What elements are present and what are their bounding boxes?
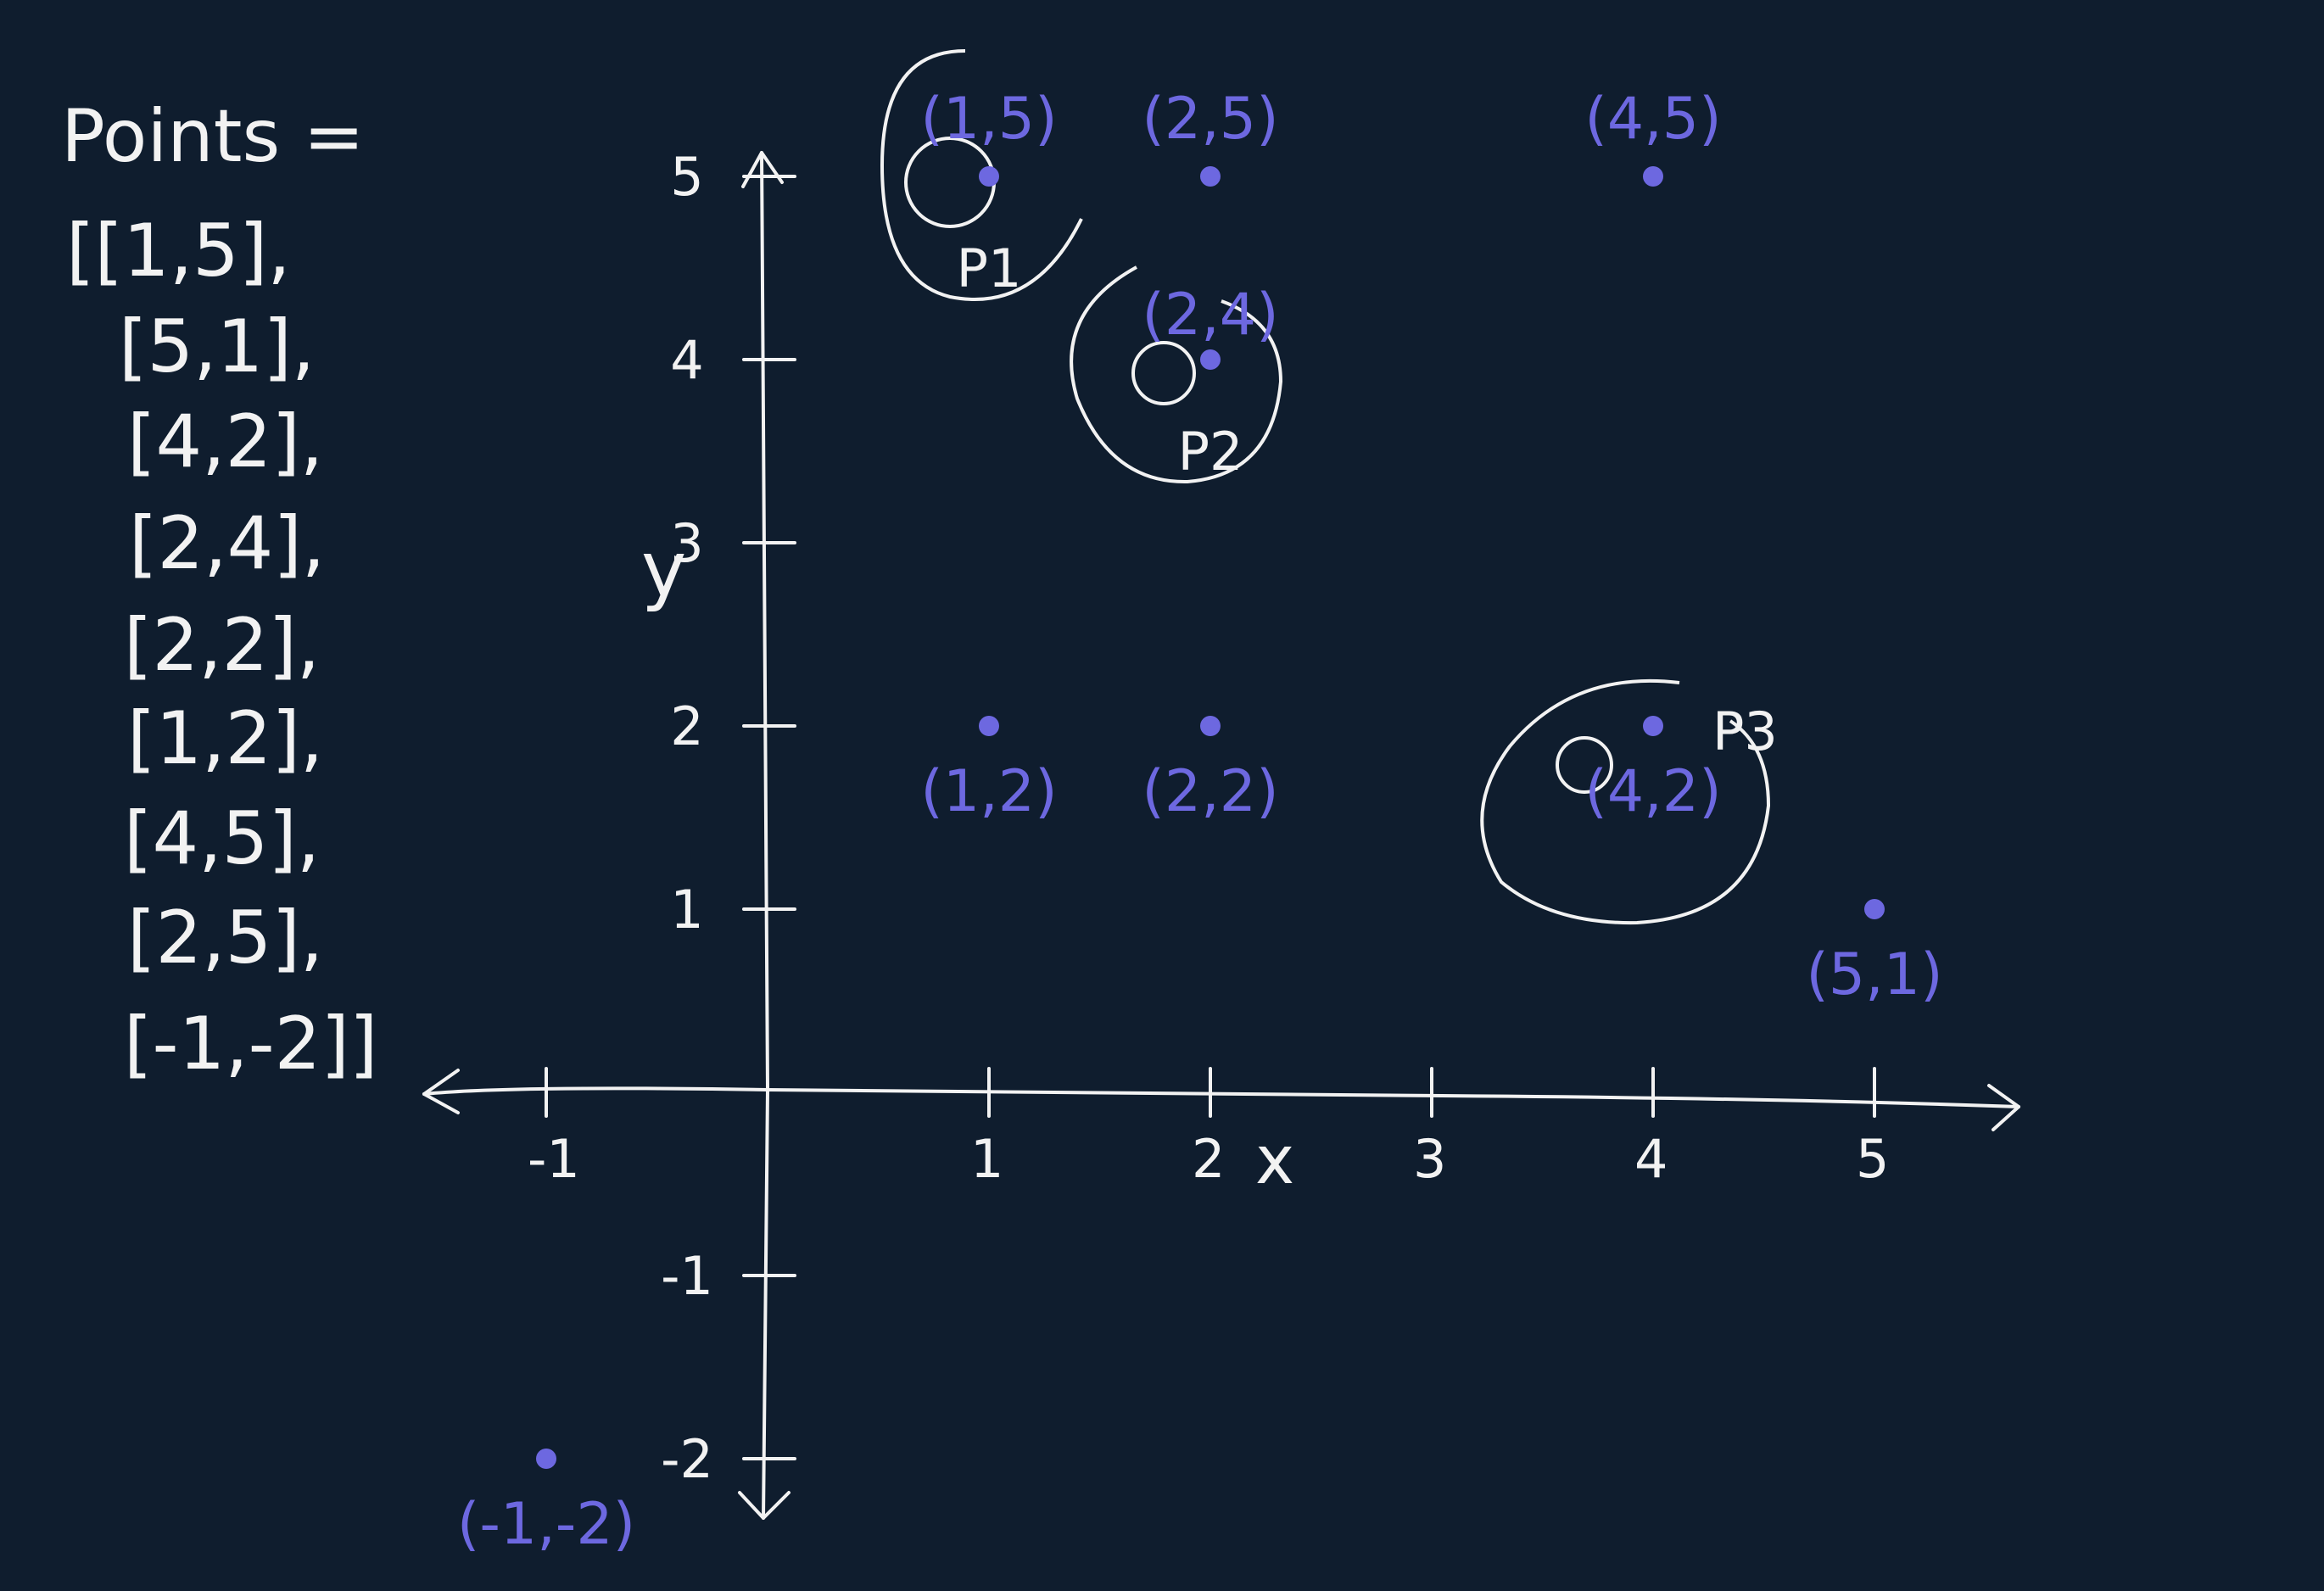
point-label: (2,2) xyxy=(1142,758,1278,825)
point-dot xyxy=(1200,166,1221,187)
point-ring-p2 xyxy=(1131,341,1196,405)
axes: -1 1 2 3 4 5 5 4 3 2 1 -1 -2 x y xyxy=(422,146,2020,1520)
cluster-ring-p3 xyxy=(1480,678,1771,925)
points-list-row: [2,4], xyxy=(129,501,325,586)
plot-point: (4,5) xyxy=(1584,86,1722,187)
y-tick-label: -1 xyxy=(661,1245,713,1307)
x-tick-label: 3 xyxy=(1413,1128,1446,1190)
y-tick-label: 4 xyxy=(670,329,703,391)
plot-point: (2,5) xyxy=(1142,86,1279,187)
cluster-circles xyxy=(880,49,1771,925)
point-label: (4,5) xyxy=(1584,86,1721,153)
point-dot xyxy=(979,166,999,187)
points-list-row: [2,5], xyxy=(127,896,323,980)
x-axis-left-arrowhead xyxy=(422,1069,460,1114)
y-axis-line xyxy=(760,151,769,1520)
points-list-heading: Points = xyxy=(61,94,365,179)
cluster-tag: P3 xyxy=(1712,701,1778,762)
plot-point: (1,2) xyxy=(920,716,1058,825)
y-ticks: 5 4 3 2 1 -1 -2 xyxy=(661,146,796,1490)
point-dot xyxy=(536,1449,556,1469)
points-list-row: [4,5], xyxy=(124,796,320,881)
y-axis-bottom-arrowhead xyxy=(738,1491,790,1520)
plot-point: (5,1) xyxy=(1806,899,1943,1008)
point-label: (5,1) xyxy=(1806,941,1942,1008)
x-tick-label: 4 xyxy=(1634,1128,1668,1190)
point-label: (2,4) xyxy=(1142,282,1278,349)
y-axis-label: y xyxy=(641,525,686,614)
y-tick-label: 1 xyxy=(670,879,703,941)
x-axis-line xyxy=(422,1086,2020,1108)
cluster-ring-p1 xyxy=(880,49,1083,301)
points-list-row: [2,2], xyxy=(124,603,320,688)
x-ticks: -1 1 2 3 4 5 xyxy=(528,1067,1889,1190)
x-tick-label: 5 xyxy=(1856,1128,1889,1190)
point-dot xyxy=(979,716,999,736)
x-axis-label: x xyxy=(1255,1123,1294,1199)
plot-point: (4,2)P3 xyxy=(1584,701,1777,825)
plot-point: (-1,-2) xyxy=(457,1449,635,1558)
plot-point: (1,5) P1 xyxy=(920,86,1057,299)
point-label: (4,2) xyxy=(1584,758,1721,825)
y-tick-label: 2 xyxy=(670,695,703,757)
cluster-ring-p2 xyxy=(1070,265,1283,484)
y-tick-label: 3 xyxy=(670,512,703,574)
point-ring-p3 xyxy=(1556,736,1613,794)
point-label: (1,2) xyxy=(920,758,1057,825)
points-list-row: [1,2], xyxy=(127,696,323,781)
y-tick-label: 5 xyxy=(670,146,703,208)
points-list-row: [-1,-2]] xyxy=(124,1002,378,1086)
point-dot xyxy=(1643,166,1663,187)
x-axis-right-arrowhead xyxy=(1987,1084,2020,1131)
y-tick-label: -2 xyxy=(661,1428,713,1490)
plot-point: (2,2) xyxy=(1142,716,1279,825)
points-list-row: [4,2], xyxy=(127,399,323,484)
point-dot xyxy=(1200,349,1221,370)
x-tick-label: -1 xyxy=(528,1128,580,1190)
cluster-tag: P1 xyxy=(957,237,1022,299)
point-label: (-1,-2) xyxy=(457,1491,635,1558)
x-tick-label: 1 xyxy=(970,1128,1003,1190)
plot-point: (2,4) P2 xyxy=(1142,282,1278,483)
x-tick-label: 2 xyxy=(1192,1128,1225,1190)
point-label: (2,5) xyxy=(1142,86,1278,153)
point-dot xyxy=(1200,716,1221,736)
points-list-row: [5,1], xyxy=(119,304,315,389)
cluster-tag: P2 xyxy=(1178,421,1243,483)
point-dot xyxy=(1864,899,1885,919)
points-layer: (1,5) P1 (2,5) (4,5) (2,4) P2 (1,2) (2,2) (4,2)P… xyxy=(457,86,1943,1558)
point-label: (1,5) xyxy=(920,86,1057,153)
points-list: Points = [[1,5], [5,1], [4,2], [2,4], [2… xyxy=(61,94,378,1086)
point-dot xyxy=(1643,716,1663,736)
points-list-row: [[1,5], xyxy=(66,209,291,293)
